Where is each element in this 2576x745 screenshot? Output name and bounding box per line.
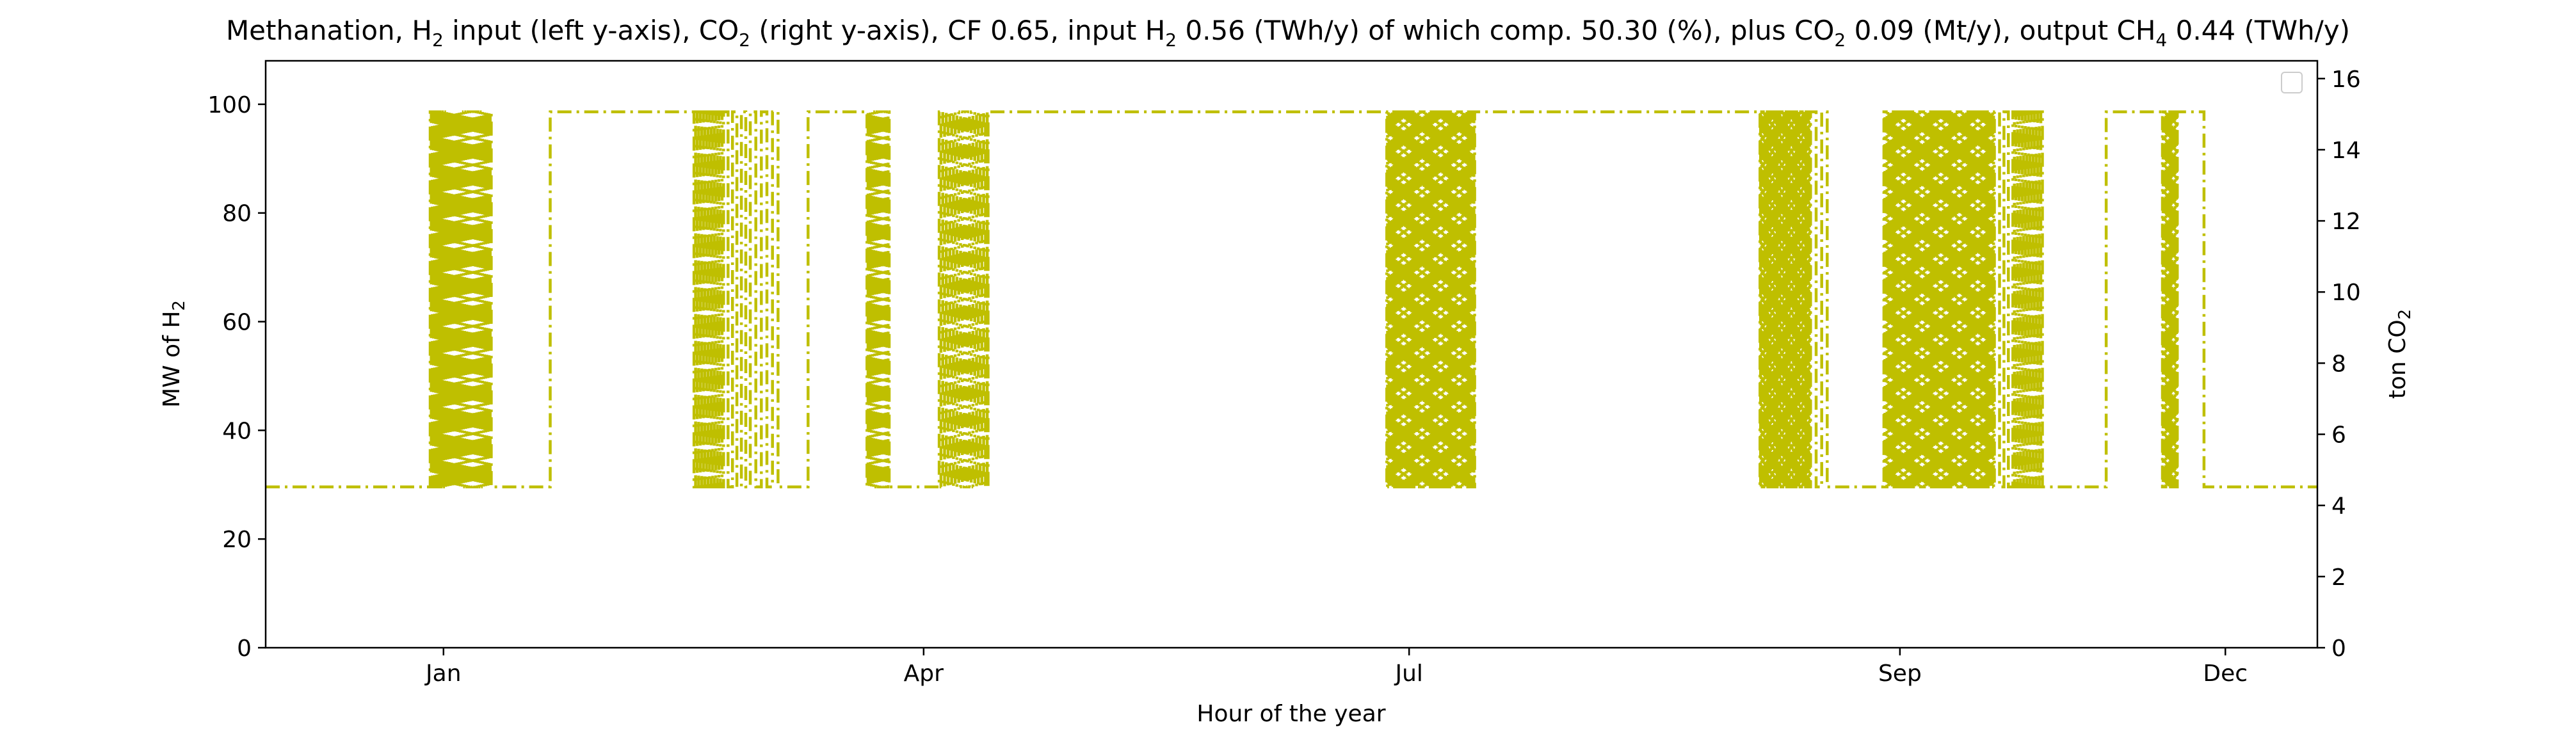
right-y-tick-label: 0 xyxy=(2331,636,2346,662)
series-group xyxy=(266,110,2317,488)
left-y-axis-title: MW of H2 xyxy=(159,300,189,408)
x-tick-label: Jan xyxy=(424,661,462,687)
x-tick-label: Jul xyxy=(1394,661,1422,687)
right-y-tick-label: 12 xyxy=(2331,209,2361,235)
right-y-tick-label: 6 xyxy=(2331,422,2346,449)
legend-box xyxy=(2281,72,2303,93)
x-tick-label: Dec xyxy=(2203,661,2248,687)
left-y-tick-label: 40 xyxy=(222,418,252,444)
right-y-tick-label: 8 xyxy=(2331,351,2346,377)
right-y-tick-label: 16 xyxy=(2331,67,2361,93)
plot-frame xyxy=(264,60,2319,649)
left-y-tick-label: 60 xyxy=(222,310,252,336)
left-y-tick-label: 80 xyxy=(222,201,252,227)
left-y-axis: 0 20 40 60 80 100 xyxy=(207,92,266,662)
series-line xyxy=(266,110,2317,488)
right-y-tick-label: 2 xyxy=(2331,565,2346,591)
x-axis-title: Hour of the year xyxy=(1196,701,1385,727)
left-y-tick-label: 20 xyxy=(222,527,252,553)
right-y-tick-label: 4 xyxy=(2331,493,2346,520)
right-y-tick-label: 10 xyxy=(2331,280,2361,306)
x-axis: Jan Apr Jul Sep Dec xyxy=(424,648,2248,687)
x-tick-label: Apr xyxy=(904,661,944,687)
right-y-tick-label: 14 xyxy=(2331,138,2361,164)
left-y-tick-label: 0 xyxy=(237,636,252,662)
left-y-tick-label: 100 xyxy=(207,92,252,118)
chart-title: Methanation, H2 input (left y-axis), CO2… xyxy=(226,15,2350,51)
right-y-axis-title: ton CO2 xyxy=(2385,309,2415,399)
right-y-axis: 0 2 4 6 8 10 12 14 16 xyxy=(2317,67,2361,662)
x-tick-label: Sep xyxy=(1878,661,1922,687)
